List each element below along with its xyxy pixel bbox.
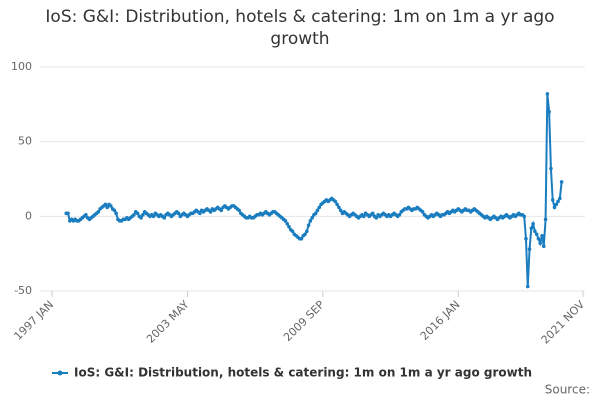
- data-point: [370, 211, 375, 216]
- data-point: [317, 205, 322, 210]
- data-point: [299, 236, 304, 241]
- data-point: [96, 210, 101, 214]
- y-tick-label: 100: [11, 60, 32, 73]
- legend-label: IoS: G&I: Distribution, hotels & caterin…: [74, 366, 532, 380]
- data-point: [552, 205, 557, 210]
- data-point: [290, 229, 295, 234]
- data-point: [237, 208, 241, 213]
- data-point: [162, 216, 167, 220]
- data-point: [313, 211, 318, 216]
- data-point: [556, 199, 560, 204]
- data-point: [540, 233, 544, 238]
- x-tick-label: 1997 JAN: [11, 298, 56, 343]
- data-point: [527, 247, 532, 251]
- data-point: [285, 222, 290, 226]
- data-point: [112, 208, 117, 213]
- data-point: [536, 236, 541, 241]
- x-tick-label: 2016 JAN: [418, 298, 463, 343]
- y-tick-label: 0: [25, 209, 32, 222]
- x-tick-label: 2021 NOV: [539, 298, 588, 347]
- data-point: [132, 213, 136, 217]
- data-point: [208, 210, 213, 214]
- data-point: [310, 216, 314, 220]
- data-point: [335, 202, 339, 207]
- data-point: [305, 229, 309, 234]
- data-point: [338, 208, 343, 213]
- data-point: [531, 222, 535, 226]
- legend-marker: [57, 370, 63, 376]
- data-point: [141, 213, 145, 217]
- data-point: [547, 110, 551, 114]
- data-point: [219, 208, 224, 213]
- data-point: [105, 205, 110, 210]
- source: Source:: [545, 383, 590, 397]
- data-point: [529, 226, 534, 231]
- data-point: [549, 166, 553, 171]
- data-point: [362, 214, 366, 219]
- data-point: [303, 232, 307, 237]
- data-point: [534, 232, 539, 237]
- data-point: [558, 196, 562, 201]
- data-point: [176, 211, 181, 216]
- data-point: [114, 211, 118, 216]
- data-point: [559, 180, 564, 184]
- data-point: [139, 216, 143, 220]
- data-point: [84, 213, 88, 217]
- data-point: [374, 216, 379, 220]
- data-point: [533, 229, 537, 234]
- data-point: [66, 211, 70, 216]
- data-point: [109, 204, 113, 208]
- data-point: [541, 244, 546, 248]
- y-tick-label: -50: [14, 284, 32, 297]
- data-point: [198, 211, 202, 216]
- data-point: [103, 202, 108, 207]
- data-point: [545, 92, 550, 96]
- series-line: [66, 93, 563, 287]
- data-point: [397, 213, 402, 217]
- data-point: [151, 214, 156, 219]
- data-point: [306, 223, 311, 228]
- data-point: [420, 210, 425, 214]
- data-point: [538, 241, 543, 246]
- y-tick-label: 50: [18, 135, 32, 148]
- data-point: [283, 219, 288, 223]
- data-point: [554, 202, 559, 207]
- data-point: [135, 211, 140, 216]
- data-point: [315, 208, 320, 213]
- data-point: [333, 199, 338, 204]
- data-point: [287, 224, 291, 229]
- data-point: [524, 236, 528, 241]
- data-point: [337, 205, 341, 210]
- chart-title: IoS: G&I: Distribution, hotels & caterin…: [45, 7, 555, 49]
- x-tick-label: 2003 MAY: [144, 298, 192, 346]
- x-tick-label: 2009 SEP: [281, 298, 327, 344]
- data-point: [543, 217, 548, 222]
- data-point: [550, 198, 555, 202]
- data-point: [308, 219, 313, 223]
- data-point: [525, 284, 530, 289]
- data-point: [522, 214, 526, 219]
